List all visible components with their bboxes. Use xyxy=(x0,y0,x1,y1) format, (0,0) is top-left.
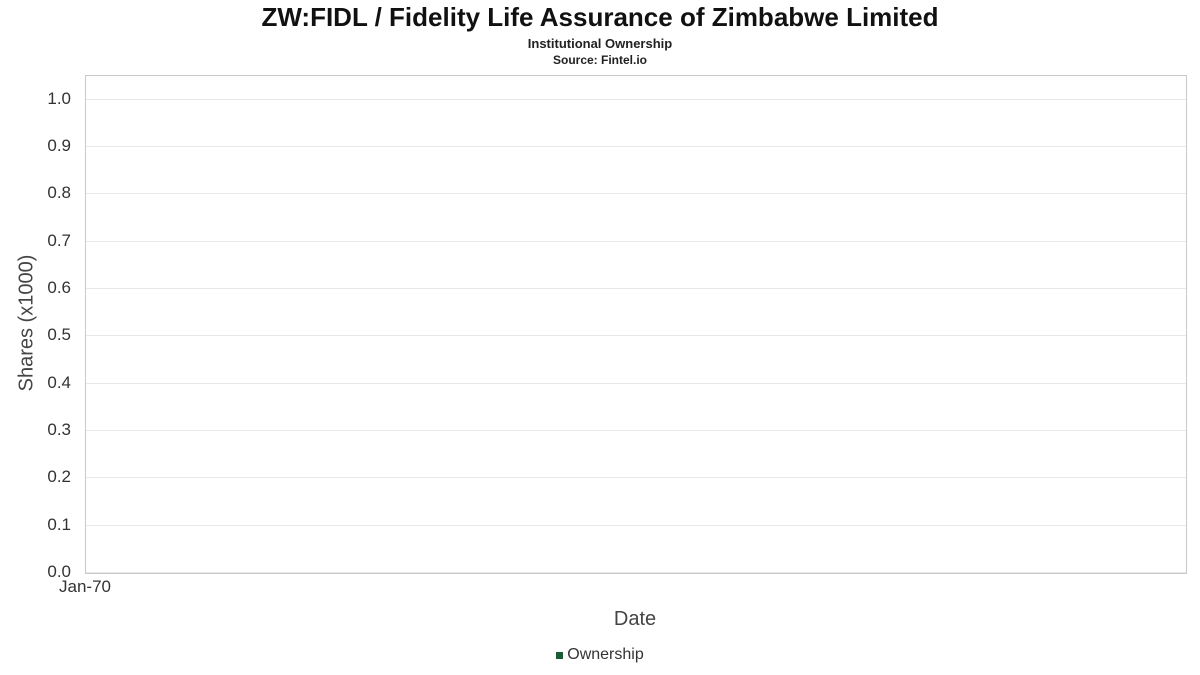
y-tick-label: 0.3 xyxy=(47,420,71,439)
gridline xyxy=(86,430,1186,431)
y-tick-label: 0.8 xyxy=(47,183,71,203)
gridline xyxy=(86,477,1186,479)
chart-title: ZW:FIDL / Fidelity Life Assurance of Zim… xyxy=(261,2,939,32)
y-tick-label: 0.5 xyxy=(47,325,71,345)
chart-subtitle: Institutional Ownership xyxy=(527,36,673,51)
y-tick-label: 0.1 xyxy=(47,514,71,534)
gridline xyxy=(86,193,1186,195)
y-axis-ticks: 0.0 0.1 0.2 0.3 0.4 0.5 0.6 0.7 0.8 0.9 1.0 xyxy=(0,75,77,581)
gridline xyxy=(86,98,1186,100)
chart-source: Source: Fintel.io xyxy=(552,53,647,67)
gridline xyxy=(86,335,1186,337)
legend: Ownership xyxy=(0,646,1200,664)
gridline xyxy=(86,572,1186,573)
gridline xyxy=(86,146,1186,147)
y-tick-label: 0.2 xyxy=(47,467,71,487)
gridline xyxy=(86,524,1186,526)
y-tick-label: 0.4 xyxy=(47,372,71,392)
x-axis-ticks: Jan-70 xyxy=(59,577,1185,599)
plot-area xyxy=(85,75,1187,574)
y-tick-label: 0.9 xyxy=(47,136,71,155)
x-axis-title: Date xyxy=(613,608,657,630)
y-tick-label: 0.7 xyxy=(47,230,71,250)
x-tick-label: Jan-70 xyxy=(59,577,111,596)
gridline xyxy=(86,288,1186,289)
y-tick-label: 0.6 xyxy=(47,278,71,297)
legend-marker-icon xyxy=(556,651,564,659)
gridline xyxy=(86,382,1186,384)
gridline xyxy=(86,240,1186,242)
legend-label: Ownership xyxy=(567,646,644,663)
y-tick-label: 0.0 xyxy=(47,562,71,581)
y-tick-label: 1.0 xyxy=(47,88,71,108)
